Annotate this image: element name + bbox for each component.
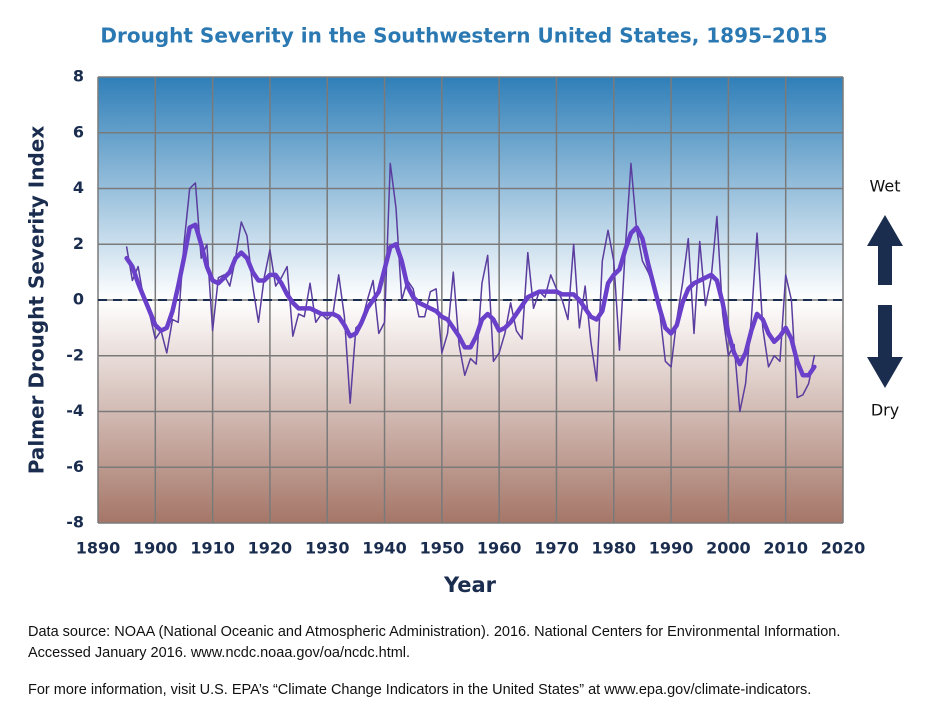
x-tick-label: 2020	[821, 539, 866, 558]
chart: Drought Severity in the Southwestern Uni…	[25, 24, 903, 597]
y-tick-label: -6	[66, 457, 84, 476]
y-tick-label: 0	[73, 290, 84, 309]
x-tick-label: 1920	[248, 539, 293, 558]
info-note: For more information, visit U.S. EPA’s “…	[28, 682, 812, 698]
x-tick-label: 1980	[592, 539, 637, 558]
data-line	[125, 162, 816, 413]
x-tick-label: 2000	[706, 539, 751, 558]
x-tick-label: 1910	[190, 539, 235, 558]
x-tick-label: 1950	[420, 539, 465, 558]
source-note: Data source: NOAA (National Oceanic and …	[28, 624, 841, 661]
x-tick-label: 1940	[362, 539, 407, 558]
chart-title: Drought Severity in the Southwestern Uni…	[100, 24, 827, 48]
x-tick-label: 1990	[649, 539, 694, 558]
y-tick-label: -8	[66, 513, 84, 532]
x-tick-label: 1890	[76, 539, 121, 558]
y-tick-label: 4	[73, 178, 84, 197]
x-tick-label: 1960	[477, 539, 522, 558]
x-tick-label: 1970	[534, 539, 579, 558]
x-tick-label: 1900	[133, 539, 178, 558]
x-axis-title: Year	[443, 573, 497, 597]
wet-arrow	[867, 215, 903, 285]
y-tick-label: 6	[73, 122, 84, 141]
x-tick-label: 2010	[763, 539, 808, 558]
y-axis-title: Palmer Drought Severity Index	[25, 126, 49, 475]
dry-label: Dry	[871, 401, 899, 420]
y-tick-label: 2	[73, 234, 84, 253]
data-line	[124, 222, 817, 378]
y-tick-label: -2	[66, 345, 84, 364]
wet-label: Wet	[870, 177, 901, 196]
y-tick-label: -4	[66, 401, 84, 420]
y-tick-label: 8	[73, 67, 84, 86]
dry-arrow	[867, 305, 903, 388]
x-tick-label: 1930	[305, 539, 350, 558]
